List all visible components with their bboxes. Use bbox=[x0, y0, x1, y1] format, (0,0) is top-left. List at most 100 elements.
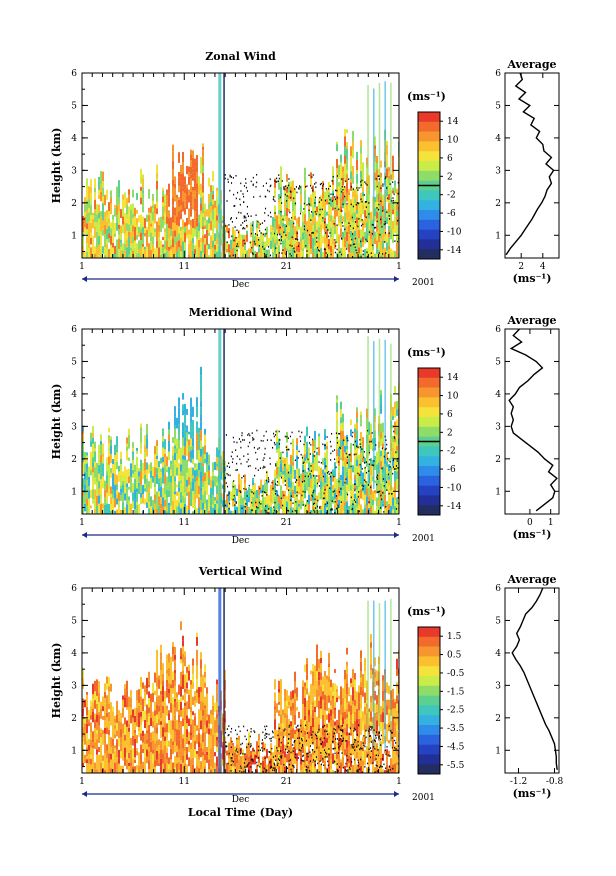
month-label: Dec bbox=[232, 536, 250, 546]
colorbar-label: 0.5 bbox=[447, 651, 462, 661]
stripe bbox=[373, 600, 375, 749]
x-tick-label: 1 bbox=[79, 518, 85, 528]
plot-frame bbox=[81, 587, 400, 774]
y-tick-label: 6 bbox=[71, 325, 77, 335]
colorbar-label: -2 bbox=[447, 447, 456, 457]
x-tick-label: 11 bbox=[179, 518, 190, 528]
y-tick-label: 5 bbox=[71, 101, 77, 111]
avg-y-tick-label: 3 bbox=[495, 422, 501, 432]
colorbar-swatch bbox=[418, 666, 440, 677]
colorbar-swatch bbox=[418, 417, 440, 428]
year-label: 2001 bbox=[412, 534, 435, 544]
colorbar-swatch bbox=[418, 764, 440, 775]
colorbar-swatch bbox=[418, 170, 440, 181]
colorbar-swatch bbox=[418, 229, 440, 240]
avg-frame bbox=[504, 587, 560, 774]
stripe bbox=[390, 598, 392, 747]
colorbar-swatch bbox=[418, 656, 440, 667]
colorbar-swatch bbox=[418, 249, 440, 260]
x-tick-label: 1 bbox=[79, 262, 85, 272]
colorbar-label: 6 bbox=[447, 410, 453, 420]
avg-x-label: (ms⁻¹) bbox=[513, 528, 552, 541]
y-tick-label: 4 bbox=[71, 134, 77, 144]
colorbar-swatch bbox=[418, 210, 440, 221]
avg-y-tick-label: 3 bbox=[495, 681, 501, 691]
x-tick-label: 11 bbox=[179, 777, 190, 787]
avg-y-tick-label: 3 bbox=[495, 166, 501, 176]
colorbar-swatch bbox=[418, 131, 440, 142]
colorbar-swatch bbox=[418, 627, 440, 638]
x-tick-label: 21 bbox=[281, 518, 292, 528]
colorbar-label: -14 bbox=[447, 502, 462, 512]
colorbar-label: -4.5 bbox=[447, 742, 465, 752]
y-axis-label: Height (km) bbox=[50, 128, 63, 204]
avg-y-tick-label: 6 bbox=[495, 69, 501, 79]
colorbar-swatch bbox=[418, 426, 440, 437]
stripe bbox=[378, 603, 381, 752]
colorbar-swatch bbox=[418, 744, 440, 755]
month-bar-arrow-right bbox=[394, 791, 399, 797]
avg-x-tick-label: -1.2 bbox=[510, 777, 527, 787]
panel-title: Vertical Wind bbox=[198, 565, 283, 578]
colorbar-swatch bbox=[418, 495, 440, 506]
x-tick-label: 21 bbox=[281, 262, 292, 272]
stripe bbox=[367, 336, 369, 485]
avg-frame bbox=[504, 72, 560, 259]
colorbar-label: -6 bbox=[447, 209, 456, 219]
y-tick-label: 5 bbox=[71, 357, 77, 367]
colorbar-swatch bbox=[418, 485, 440, 496]
avg-x-tick-label: -0.8 bbox=[546, 777, 564, 787]
colorbar-unit: (ms⁻¹) bbox=[407, 90, 446, 103]
colorbar-swatch bbox=[418, 387, 440, 398]
stripe bbox=[218, 329, 222, 514]
colorbar-swatch bbox=[418, 705, 440, 716]
y-tick-label: 5 bbox=[71, 616, 77, 626]
y-tick-label: 6 bbox=[71, 69, 77, 79]
y-tick-label: 6 bbox=[71, 584, 77, 594]
heatmap-field bbox=[82, 588, 399, 773]
colorbar-swatch bbox=[418, 466, 440, 477]
y-tick-label: 3 bbox=[71, 166, 77, 176]
stripe bbox=[373, 88, 375, 237]
stripe bbox=[223, 329, 225, 514]
month-bar-arrow-left bbox=[82, 276, 87, 282]
y-axis-label: Height (km) bbox=[50, 643, 63, 719]
colorbar-unit: (ms⁻¹) bbox=[407, 346, 446, 359]
colorbar-label: 10 bbox=[447, 392, 459, 402]
colorbar-label: -2.5 bbox=[447, 706, 465, 716]
heatmap-field bbox=[82, 329, 399, 514]
x-tick-label: 1 bbox=[396, 262, 402, 272]
avg-y-tick-label: 6 bbox=[495, 584, 501, 594]
avg-x-tick-label: 4 bbox=[540, 262, 546, 272]
month-bar-arrow-right bbox=[394, 276, 399, 282]
colorbar-label: -5.5 bbox=[447, 761, 465, 771]
colorbar-label: -6 bbox=[447, 465, 456, 475]
colorbar-swatch bbox=[418, 190, 440, 201]
colorbar-swatch bbox=[418, 239, 440, 250]
colorbar-swatch bbox=[418, 695, 440, 706]
avg-profile-line bbox=[508, 328, 558, 512]
avg-frame bbox=[504, 328, 560, 515]
stripe bbox=[373, 341, 375, 490]
colorbar-label: -10 bbox=[447, 227, 462, 237]
avg-y-tick-label: 4 bbox=[495, 390, 501, 400]
avg-x-tick-label: 0 bbox=[527, 518, 533, 528]
stripe bbox=[223, 588, 225, 773]
y-tick-label: 1 bbox=[71, 487, 77, 497]
colorbar-swatch bbox=[418, 685, 440, 696]
colorbar-swatch bbox=[418, 377, 440, 388]
colorbar-label: 6 bbox=[447, 154, 453, 164]
month-bar-arrow-right bbox=[394, 532, 399, 538]
colorbar-swatch bbox=[418, 368, 440, 379]
colorbar-swatch bbox=[418, 505, 440, 516]
colorbar-swatch bbox=[418, 200, 440, 211]
avg-profile-line bbox=[505, 72, 555, 256]
y-tick-label: 2 bbox=[71, 455, 77, 465]
x-tick-label: 21 bbox=[281, 777, 292, 787]
colorbar-swatch bbox=[418, 676, 440, 687]
colorbar-swatch bbox=[418, 646, 440, 657]
panel-title: Meridional Wind bbox=[189, 306, 293, 319]
